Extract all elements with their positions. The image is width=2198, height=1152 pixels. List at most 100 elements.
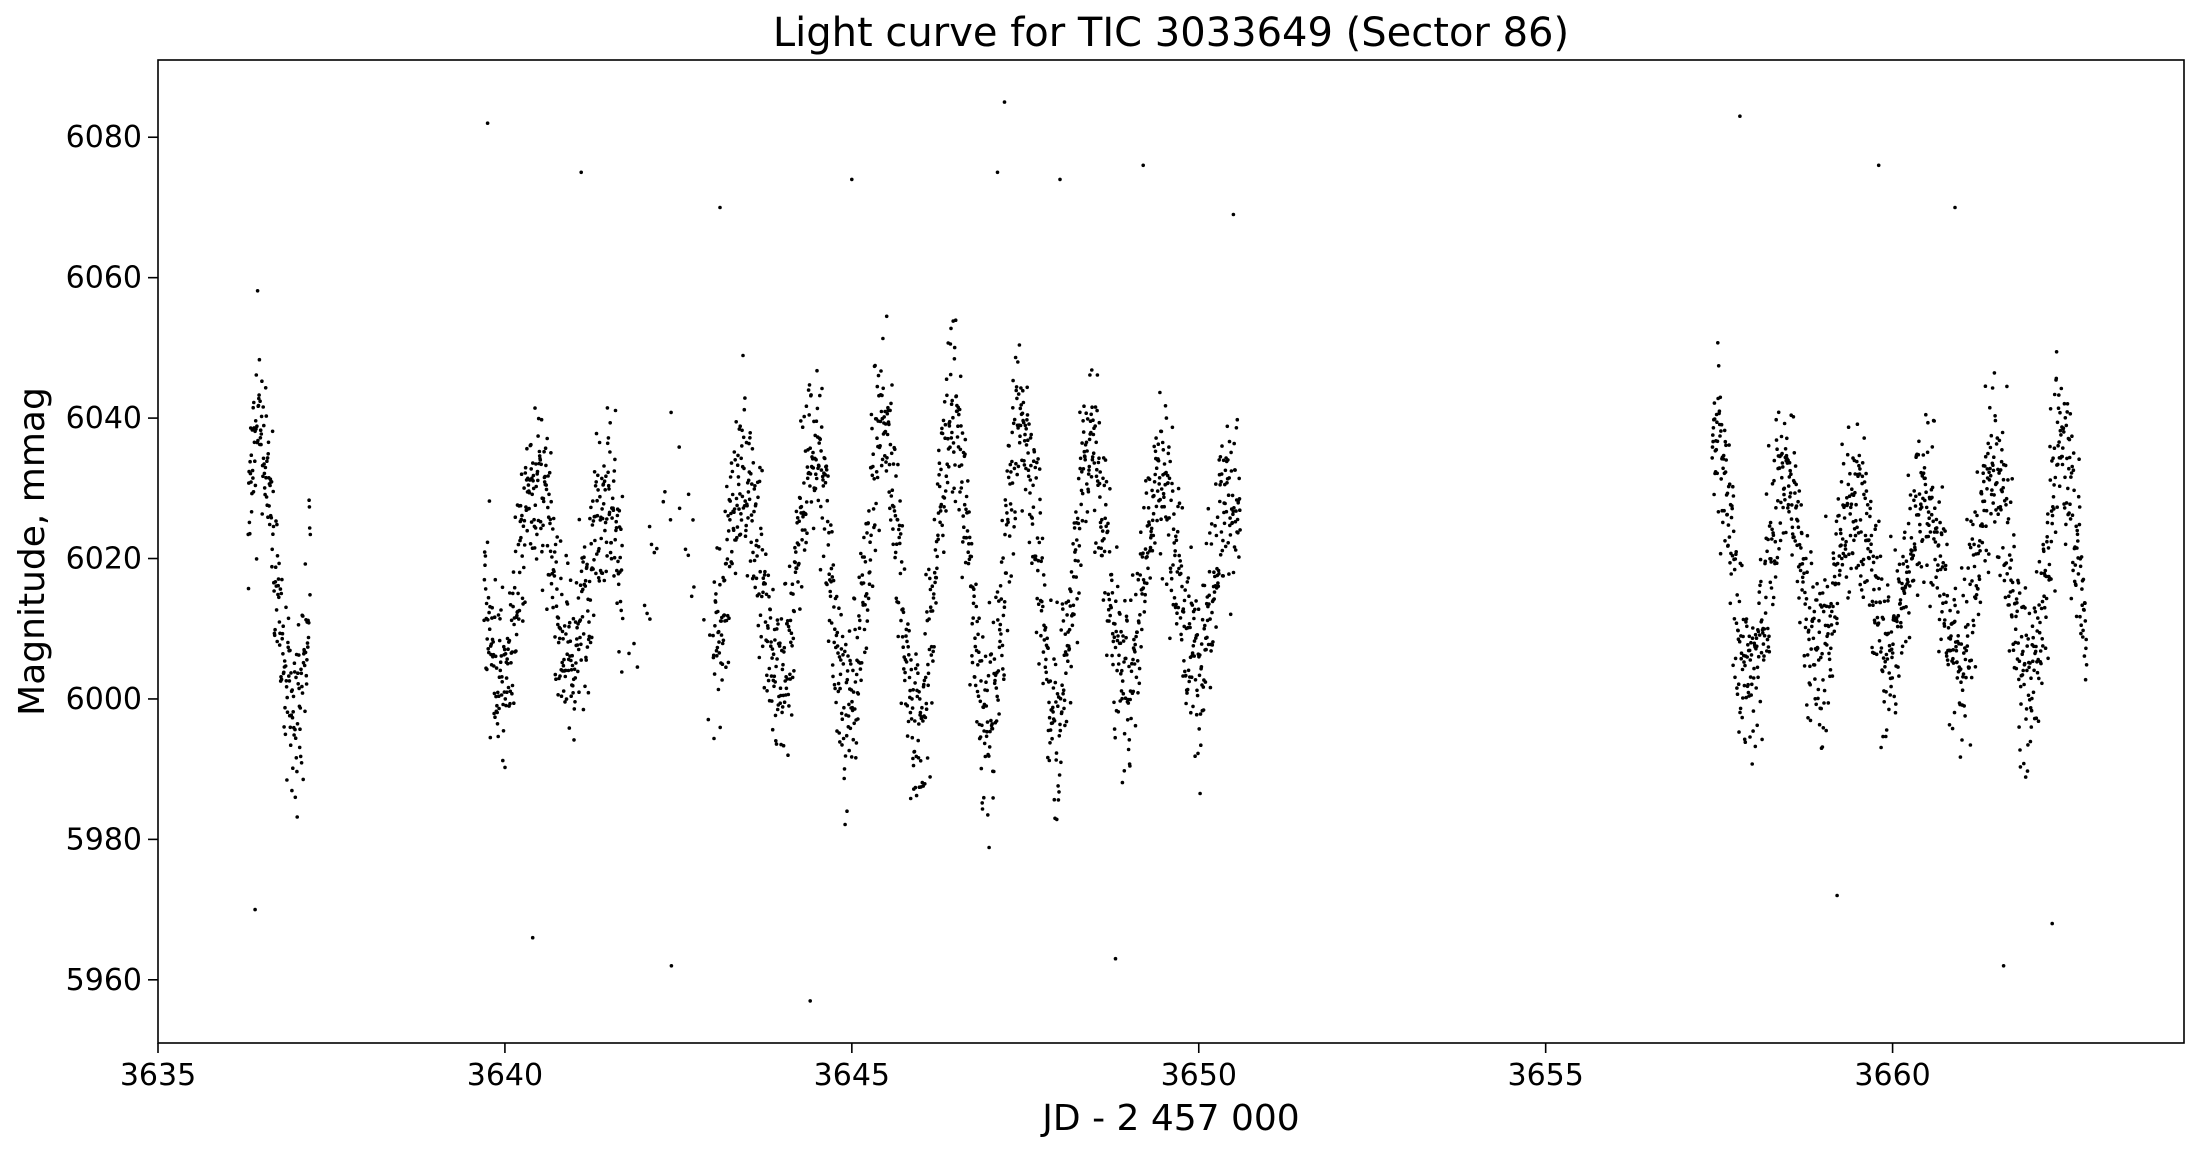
data-point [1842, 516, 1847, 520]
data-point [268, 483, 272, 488]
data-point [906, 622, 910, 626]
data-point [1237, 497, 1242, 501]
data-point [1078, 456, 1083, 461]
data-point [1227, 439, 1232, 444]
data-point [611, 508, 616, 512]
data-point [819, 468, 824, 472]
data-point [1743, 740, 1748, 744]
data-point [1859, 588, 1864, 592]
data-point [958, 447, 963, 452]
data-point [852, 721, 856, 726]
data-point [1869, 499, 1873, 504]
data-point [1213, 523, 1217, 528]
data-point [894, 596, 899, 601]
data-point [1824, 514, 1828, 519]
data-point [890, 488, 895, 493]
data-point [1718, 395, 1723, 400]
data-point [576, 647, 581, 652]
data-point [790, 582, 795, 586]
data-point [1844, 575, 1849, 579]
data-point [823, 480, 828, 485]
data-point [295, 722, 300, 726]
data-point [1129, 598, 1133, 602]
data-point [1100, 517, 1104, 522]
data-point [837, 731, 841, 735]
data-point [585, 562, 589, 567]
data-point [1920, 538, 1925, 542]
data-point [254, 373, 259, 377]
data-point [1227, 476, 1231, 480]
data-point [2030, 696, 2034, 701]
data-point [992, 657, 997, 661]
x-tick-label: 3640 [467, 1058, 543, 1093]
data-point [1092, 461, 1097, 465]
data-point [277, 595, 281, 600]
data-point [1899, 651, 1904, 655]
data-point [642, 603, 647, 608]
data-point [1970, 579, 1974, 583]
data-point [1806, 628, 1811, 633]
data-point [519, 472, 524, 477]
data-point [2048, 407, 2053, 411]
data-point [1014, 385, 1019, 389]
data-point [907, 628, 911, 633]
data-point [258, 399, 262, 404]
data-point [1751, 709, 1756, 713]
data-point [1870, 645, 1874, 650]
data-point [2067, 437, 2072, 442]
data-point [1817, 618, 1821, 623]
data-point [1072, 612, 1076, 617]
data-point [1191, 704, 1195, 709]
data-point [1783, 447, 1788, 451]
data-point [1002, 600, 1007, 604]
data-point [545, 436, 549, 441]
data-point [1009, 470, 1013, 474]
data-point [571, 683, 575, 688]
data-point [1114, 599, 1118, 603]
data-point [1757, 633, 1762, 637]
data-point [296, 671, 300, 675]
data-point [984, 680, 988, 684]
data-point [1056, 704, 1060, 708]
data-point [1945, 658, 1950, 662]
data-point [1741, 696, 1745, 700]
data-point [305, 658, 309, 662]
data-point [2015, 609, 2019, 614]
data-point [1106, 592, 1111, 596]
data-point [758, 613, 763, 617]
data-point [1758, 583, 1762, 588]
data-point [1131, 689, 1136, 694]
data-point [730, 492, 735, 497]
data-point [608, 421, 612, 425]
data-point [1067, 627, 1072, 632]
data-point [493, 577, 498, 582]
data-point [2033, 649, 2038, 654]
data-point [982, 795, 986, 800]
data-point [995, 590, 1000, 594]
data-point [1754, 636, 1759, 640]
data-point [2050, 521, 2054, 526]
data-point [1756, 629, 1761, 634]
data-point [895, 518, 900, 522]
data-point [1944, 654, 1949, 658]
data-point [941, 533, 945, 538]
data-point [1721, 466, 1725, 471]
data-point [531, 486, 536, 491]
data-point [2034, 570, 2039, 574]
data-point [1846, 596, 1850, 600]
data-point [1209, 522, 1214, 526]
data-point [1143, 547, 1148, 551]
data-point [508, 701, 512, 706]
data-point [976, 694, 981, 698]
data-point [722, 613, 727, 617]
data-point [967, 535, 972, 540]
data-point [1943, 567, 1948, 571]
data-point [1777, 547, 1781, 551]
data-point [937, 448, 941, 453]
data-point [1045, 677, 1049, 682]
data-point [822, 527, 827, 531]
data-point [293, 727, 297, 732]
data-point [833, 627, 837, 631]
data-point [571, 616, 576, 621]
data-point [1835, 621, 1839, 626]
